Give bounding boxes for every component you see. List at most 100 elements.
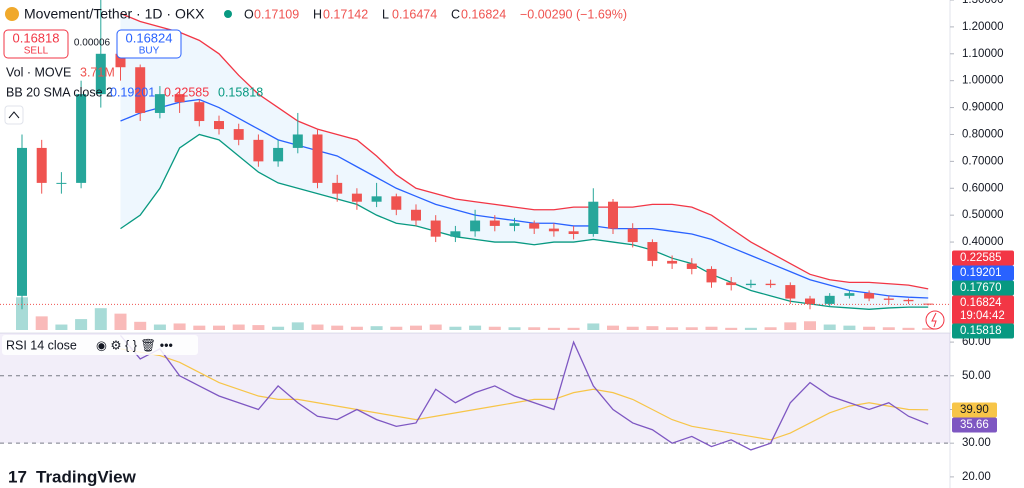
candle-body <box>430 220 441 237</box>
header: Movement/Tether · 1D · OKX <box>5 6 232 22</box>
price-tag <box>952 265 1014 281</box>
ohlc-value: 0.16824 <box>461 7 506 21</box>
volume-bar <box>804 321 816 330</box>
ohlc-label: C <box>451 7 460 21</box>
candle-body <box>824 295 835 304</box>
volume-bar <box>390 326 403 330</box>
volume-bar <box>75 319 88 330</box>
volume-bar <box>16 297 28 330</box>
logo-icon <box>5 7 19 21</box>
ohlc-value: 0.16474 <box>392 7 437 21</box>
volume-bar <box>922 327 935 330</box>
volume-bar <box>469 325 482 330</box>
change: −0.00290 (−1.69%) <box>520 7 627 21</box>
candle-body <box>608 201 618 229</box>
price-tag-text: 0.15818 <box>960 325 1002 337</box>
candle-body <box>115 53 126 68</box>
buy-label: BUY <box>139 46 160 57</box>
rsi-tick-label: 30.00 <box>962 437 991 449</box>
candle-body <box>529 223 540 229</box>
rsi-tag-text: 39.90 <box>960 404 989 416</box>
volume-bar <box>449 326 462 330</box>
band-fill <box>120 13 929 310</box>
buy-price: 0.16824 <box>126 30 173 45</box>
legends: Vol · MOVE 3.71M BB 20 SMA close 2 0.192… <box>2 65 263 355</box>
volume-bar <box>370 326 383 330</box>
candle-body <box>627 228 638 243</box>
volume-bar <box>153 324 166 330</box>
candle-body <box>450 231 461 237</box>
candle-body <box>489 220 500 226</box>
bb-value: 0.19201 <box>110 85 155 99</box>
ohlc-label: H <box>313 7 322 21</box>
price-tag-text: 0.22585 <box>960 252 1002 264</box>
rsi-legend-box <box>2 335 198 355</box>
candle-body <box>371 196 382 202</box>
collapse-button[interactable] <box>4 105 24 125</box>
countdown: 19:04:42 <box>960 310 1005 322</box>
volume-bar <box>607 325 619 330</box>
candle-body <box>588 201 599 234</box>
candle-body <box>745 283 756 286</box>
volume-bar <box>331 325 344 330</box>
bollinger-line <box>120 12 929 290</box>
logo: 17 TradingView <box>8 467 137 486</box>
volume-bar <box>764 327 777 330</box>
candle-body <box>864 293 875 299</box>
candle-body <box>154 94 165 113</box>
candle-body <box>785 285 796 299</box>
volume-bar <box>291 322 304 330</box>
brand-mark: 17 <box>8 467 27 486</box>
volume-legend: Vol · MOVE <box>6 65 71 79</box>
volume-bar <box>272 326 285 330</box>
candle-body <box>903 299 914 302</box>
candle-body <box>568 231 579 234</box>
y-tick-label: 1.00000 <box>962 75 1004 87</box>
candle-body <box>135 67 146 113</box>
bb-value: 0.15818 <box>218 85 263 99</box>
candle-body <box>351 193 362 202</box>
volume-bar <box>252 325 265 330</box>
rsi-pane <box>0 333 950 488</box>
volume-bar <box>232 324 245 330</box>
bolt <box>931 312 937 328</box>
candle-body <box>667 260 678 264</box>
ohlc-label: O <box>244 7 254 21</box>
volume-bar <box>646 326 659 330</box>
price-tag <box>952 323 1014 339</box>
buy-button[interactable] <box>116 29 182 59</box>
brand: TradingView <box>36 467 137 486</box>
price-tag <box>952 250 1014 266</box>
rsi-tag <box>952 417 997 433</box>
volume-bar <box>685 327 698 330</box>
volume-bar <box>882 327 895 330</box>
candle-body <box>391 196 402 210</box>
title: Movement/Tether · 1D · OKX <box>24 6 205 22</box>
ohlc-value: 0.17142 <box>323 7 368 21</box>
spread: 0.00006 <box>74 38 111 49</box>
volume-bar <box>843 325 856 330</box>
candle-body <box>36 147 47 183</box>
volume-bar <box>134 321 147 330</box>
ohlc-label: L <box>382 7 389 21</box>
volume-value: 3.71M <box>80 65 115 79</box>
rsi-icons[interactable]: ◉ ⚙ { } 🗑 ••• <box>96 338 173 352</box>
volume-bar <box>823 324 836 330</box>
candle-body <box>686 263 697 269</box>
candle-body <box>844 293 855 296</box>
alert-icon[interactable] <box>925 310 945 330</box>
bb-values: 0.19201 0.22585 0.15818 <box>110 85 263 99</box>
volume-bar <box>528 327 541 330</box>
rsi-line <box>120 334 929 451</box>
volume-bar <box>488 326 501 330</box>
volume-bar <box>705 326 718 330</box>
rsi-tag <box>952 402 997 418</box>
candle-body <box>923 303 934 305</box>
y-tick-label: 0.90000 <box>962 102 1004 114</box>
volume-bar <box>902 327 915 330</box>
volume-bar <box>626 326 639 330</box>
sell-button[interactable] <box>3 29 69 59</box>
